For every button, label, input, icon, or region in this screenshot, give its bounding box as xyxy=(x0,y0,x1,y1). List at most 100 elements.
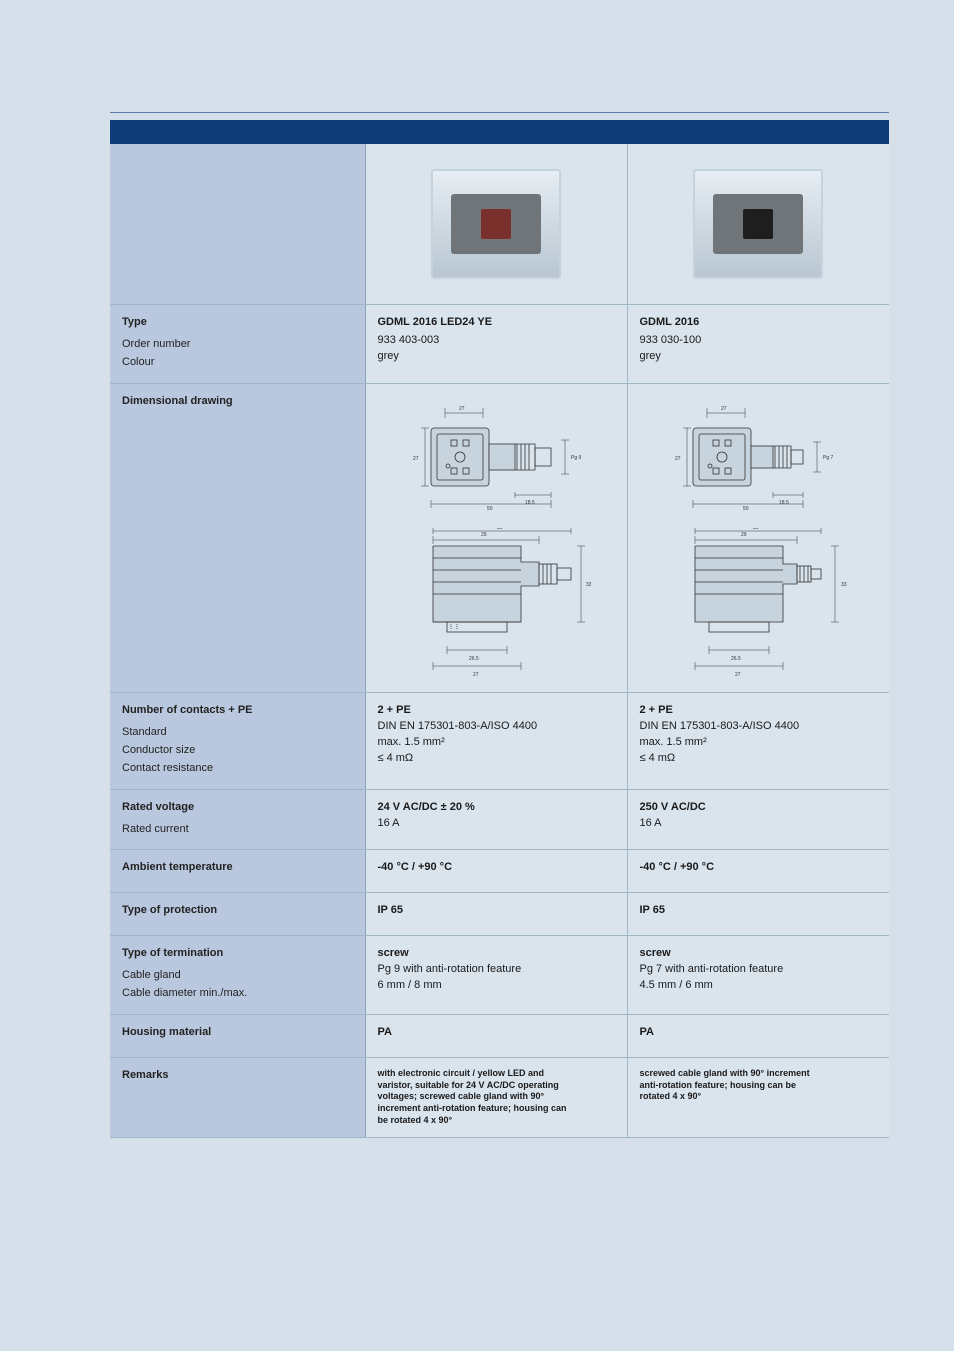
p2-housing: PA xyxy=(627,1015,889,1058)
p1-voltage: 24 V AC/DC ± 20 % xyxy=(378,800,615,816)
row-type-label: Type Order number Colour xyxy=(110,305,365,384)
p1-remarks-0: with electronic circuit / yellow LED and xyxy=(378,1068,615,1080)
product1-connector-icon xyxy=(451,194,541,254)
p1-temp: -40 °C / +90 °C xyxy=(365,850,627,893)
product1-order: 933 403-003 xyxy=(378,333,615,349)
row-housing: Housing material PA PA xyxy=(110,1015,889,1058)
product2-colour: grey xyxy=(640,349,878,365)
dim-body-top2: 27 xyxy=(721,406,727,412)
label-remarks-title: Remarks xyxy=(122,1068,353,1084)
product1-remarks: with electronic circuit / yellow LED and… xyxy=(365,1058,627,1137)
row-images xyxy=(110,144,889,305)
p1-resistance: ≤ 4 mΩ xyxy=(378,751,615,767)
p2-remarks-2: rotated 4 x 90° xyxy=(640,1091,878,1103)
p2-current: 16 A xyxy=(640,816,878,832)
p2-remarks-0: screwed cable gland with 90° increment xyxy=(640,1068,878,1080)
p2-voltage: 250 V AC/DC xyxy=(640,800,878,816)
dim-29: 29 xyxy=(481,532,487,538)
p1-conductor: max. 1.5 mm² xyxy=(378,735,615,751)
product2-contacts: 2 + PE DIN EN 175301-803-A/ISO 4400 max.… xyxy=(627,692,889,789)
dim-basew2: 27 xyxy=(735,672,741,678)
row-drawing: Dimensional drawing 27 xyxy=(110,383,889,692)
label-contacts-title: Number of contacts + PE xyxy=(122,703,353,719)
p1-remarks-3: increment anti-rotation feature; housing… xyxy=(378,1103,615,1115)
p2-conductor: max. 1.5 mm² xyxy=(640,735,878,751)
row-voltage: Rated voltage Rated current 24 V AC/DC ±… xyxy=(110,789,889,850)
product1-voltage: 24 V AC/DC ± 20 % 16 A xyxy=(365,789,627,850)
p1-res-val: 4 mΩ xyxy=(387,752,414,764)
header-bar xyxy=(110,120,889,144)
dim-basew: 27 xyxy=(473,672,479,678)
label-resistance: Contact resistance xyxy=(122,761,353,777)
row-voltage-label: Rated voltage Rated current xyxy=(110,789,365,850)
p2-res-pre: ≤ xyxy=(640,752,649,764)
dim-side-h2: 33 xyxy=(841,582,847,588)
p2-cable-dia: 4.5 mm / 6 mm xyxy=(640,978,878,994)
dim-side-h: 33 xyxy=(586,582,591,588)
row-remarks: Remarks with electronic circuit / yellow… xyxy=(110,1058,889,1137)
row-termination-label: Type of termination Cable gland Cable di… xyxy=(110,936,365,1015)
row-images-label xyxy=(110,144,365,305)
product1-termination: screw Pg 9 with anti-rotation feature 6 … xyxy=(365,936,627,1015)
product1-drawings: 27 27 xyxy=(378,394,615,682)
dim-width2: 26.5 xyxy=(731,656,741,662)
product2-photo-wrap xyxy=(640,154,878,294)
label-cable-dia: Cable diameter min./max. xyxy=(122,986,353,1002)
product2-order: 933 030-100 xyxy=(640,333,878,349)
row-termination: Type of termination Cable gland Cable di… xyxy=(110,936,889,1015)
product1-name: GDML 2016 LED24 YE xyxy=(378,315,615,331)
product1-image-cell xyxy=(365,144,627,305)
p2-remarks-1: anti-rotation feature; housing can be xyxy=(640,1080,878,1092)
label-housing-title: Housing material xyxy=(122,1025,353,1041)
p2-term: screw xyxy=(640,946,878,962)
dim-width: 26.5 xyxy=(469,656,479,662)
product1-contacts: 2 + PE DIN EN 175301-803-A/ISO 4400 max.… xyxy=(365,692,627,789)
product1-drawing-cell: 27 27 xyxy=(365,383,627,692)
product1-colour: grey xyxy=(378,349,615,365)
page: Type Order number Colour GDML 2016 LED24… xyxy=(0,0,954,1351)
label-gland: Cable gland xyxy=(122,968,353,984)
row-housing-label: Housing material xyxy=(110,1015,365,1058)
label-current: Rated current xyxy=(122,822,353,838)
p1-term: screw xyxy=(378,946,615,962)
p1-res-pre: ≤ xyxy=(378,752,387,764)
p1-remarks-1: varistor, suitable for 24 V AC/DC operat… xyxy=(378,1080,615,1092)
product2-drawing-top: 27 27 xyxy=(663,400,853,510)
product1-photo xyxy=(431,169,561,279)
p1-current: 16 A xyxy=(378,816,615,832)
p1-contacts: 2 + PE xyxy=(378,703,615,719)
dim-gland-len: 18.5 xyxy=(525,500,535,506)
label-standard: Standard xyxy=(122,725,353,741)
row-drawing-label: Dimensional drawing xyxy=(110,383,365,692)
dim-35: 35 xyxy=(497,528,503,531)
dim-depth2: 27 xyxy=(675,456,681,462)
dim-35b: 35 xyxy=(753,528,759,531)
p2-res-val: 4 mΩ xyxy=(649,752,676,764)
product2-drawing-cell: 27 27 xyxy=(627,383,889,692)
label-type-title: Type xyxy=(122,315,353,331)
product2-voltage: 250 V AC/DC 16 A xyxy=(627,789,889,850)
product1-drawing-top: 27 27 xyxy=(401,400,591,510)
header-rule xyxy=(110,112,889,113)
product2-name: GDML 2016 xyxy=(640,315,878,331)
label-termination-title: Type of termination xyxy=(122,946,353,962)
product2-type-cell: GDML 2016 933 030-100 grey xyxy=(627,305,889,384)
product1-photo-wrap xyxy=(378,154,615,294)
p2-contacts: 2 + PE xyxy=(640,703,878,719)
row-contacts-label: Number of contacts + PE Standard Conduct… xyxy=(110,692,365,789)
product2-drawings: 27 27 xyxy=(640,394,878,682)
label-drawing-title: Dimensional drawing xyxy=(122,394,353,410)
p2-gland: Pg 7 with anti-rotation feature xyxy=(640,962,878,978)
p2-resistance: ≤ 4 mΩ xyxy=(640,751,878,767)
p1-protection: IP 65 xyxy=(365,893,627,936)
row-protection-label: Type of protection xyxy=(110,893,365,936)
row-contacts: Number of contacts + PE Standard Conduct… xyxy=(110,692,889,789)
dim-body-top: 27 xyxy=(459,406,465,412)
product2-photo xyxy=(693,169,823,279)
product1-face-icon xyxy=(481,209,511,239)
row-type: Type Order number Colour GDML 2016 LED24… xyxy=(110,305,889,384)
dim-pg7: Pg 7 xyxy=(823,455,834,461)
dim-overall2: 50 xyxy=(743,506,749,510)
dim-overall: 50 xyxy=(487,506,493,510)
product2-drawing-side: 29 35 33 26.5 27 xyxy=(663,528,853,678)
